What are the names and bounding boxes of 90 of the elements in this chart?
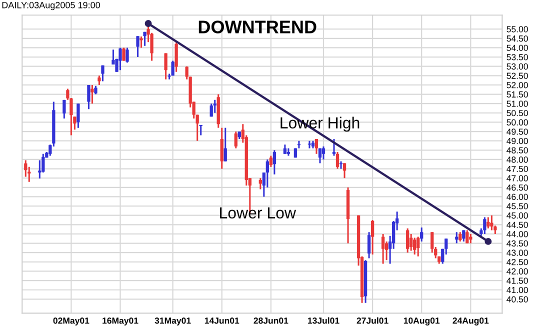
y-tick-label: 52.50 (506, 72, 528, 79)
y-tick-label: 52.00 (506, 82, 528, 88)
candlestick (332, 138, 336, 157)
y-tick-label: 45.00 (506, 212, 528, 219)
x-tick-label: 02May01 (53, 318, 90, 326)
annotation: Lower Low (220, 207, 296, 218)
candlestick (314, 138, 318, 155)
candlestick (126, 46, 129, 64)
y-tick-label: 54.50 (506, 35, 528, 42)
candlestick (490, 214, 494, 232)
y-tick-label: 43.50 (506, 240, 528, 247)
x-tick-label: 28Jun01 (254, 318, 288, 324)
y-tick-label: 41.00 (506, 286, 528, 294)
y-tick-label: 44.00 (506, 231, 528, 238)
y-tick-label: 43.00 (506, 250, 528, 256)
y-tick-label: 41.50 (506, 278, 528, 284)
candlestick (90, 84, 94, 104)
candlestick (483, 216, 486, 235)
candlestick (272, 149, 276, 176)
candlestick (140, 36, 143, 48)
candlestick (406, 228, 410, 254)
candlestick (98, 74, 101, 86)
candlestick (224, 127, 227, 162)
candlestick (413, 236, 416, 256)
candlestick (381, 233, 385, 265)
y-tick-label: 55.00 (506, 26, 528, 32)
y-tick-label: 42.50 (506, 258, 528, 266)
candlestick (466, 229, 469, 244)
candlestick (143, 31, 146, 47)
candlestick (367, 231, 371, 259)
candlestick (164, 52, 168, 80)
candlestick (486, 216, 490, 230)
y-tick-label: 53.50 (506, 54, 528, 60)
y-tick-label: 50.00 (506, 119, 528, 126)
candlestick (210, 102, 213, 118)
candlestick (283, 144, 287, 155)
candlestick (24, 159, 28, 178)
candlestick (174, 41, 178, 73)
x-tick-label: 13Jul01 (308, 317, 340, 324)
candlestick (266, 158, 270, 188)
candlestick (410, 233, 413, 252)
y-tick-label: 50.50 (506, 110, 528, 116)
y-tick-label: 48.50 (506, 147, 528, 154)
candlestick (441, 248, 444, 265)
candlestick (136, 35, 140, 58)
candlestick (101, 64, 104, 82)
y-tick-label: 46.50 (506, 184, 528, 191)
y-tick-label: 51.00 (506, 100, 528, 107)
annotation: DOWNTREND (198, 20, 316, 34)
candlestick (342, 162, 346, 179)
y-tick-label: 51.50 (506, 91, 528, 98)
candlestick (199, 124, 202, 136)
y-tick-label: 42.00 (506, 268, 528, 274)
y-tick-label: 54.00 (506, 44, 528, 51)
candlestick (220, 127, 224, 170)
x-tick-label: 16May01 (102, 318, 138, 326)
x-tick-label: 31May01 (154, 318, 191, 326)
y-tick-label: 47.00 (506, 175, 528, 182)
candlestick (87, 84, 90, 110)
x-tick-label: 27Jul01 (356, 317, 388, 324)
candlestick (76, 102, 80, 129)
y-tick-label: 49.00 (506, 138, 528, 144)
y-tick-label: 44.50 (506, 222, 528, 228)
candlestick (234, 130, 238, 150)
y-tick-label: 47.50 (506, 166, 528, 172)
x-tick-label: 24Aug01 (452, 318, 489, 326)
y-tick-label: 53.00 (506, 63, 528, 70)
candlestick (171, 60, 174, 76)
candlestick (62, 99, 66, 120)
candlestick (122, 46, 126, 62)
chart-title: DAILY:03Aug2005 19:00 (2, 2, 100, 10)
y-tick-label: 48.00 (506, 156, 528, 163)
candlestick (318, 148, 322, 164)
candlestick (118, 46, 122, 71)
x-tick-label: 14Jun01 (204, 318, 240, 324)
candlestick (458, 231, 462, 242)
candlestick (370, 219, 374, 256)
x-tick-label: 10Aug01 (404, 318, 440, 326)
y-tick-label: 40.50 (506, 296, 528, 302)
y-tick-label: 49.50 (506, 128, 528, 135)
candlestick (322, 146, 326, 160)
candlestick (416, 236, 420, 258)
candlestick (420, 226, 424, 242)
candlestick (213, 99, 216, 114)
candlestick (269, 154, 273, 168)
y-tick-label: 46.00 (506, 194, 528, 200)
y-tick-label: 45.50 (506, 203, 528, 210)
candlestick (339, 160, 343, 170)
candlestick (196, 114, 199, 142)
candlestick (336, 151, 340, 170)
